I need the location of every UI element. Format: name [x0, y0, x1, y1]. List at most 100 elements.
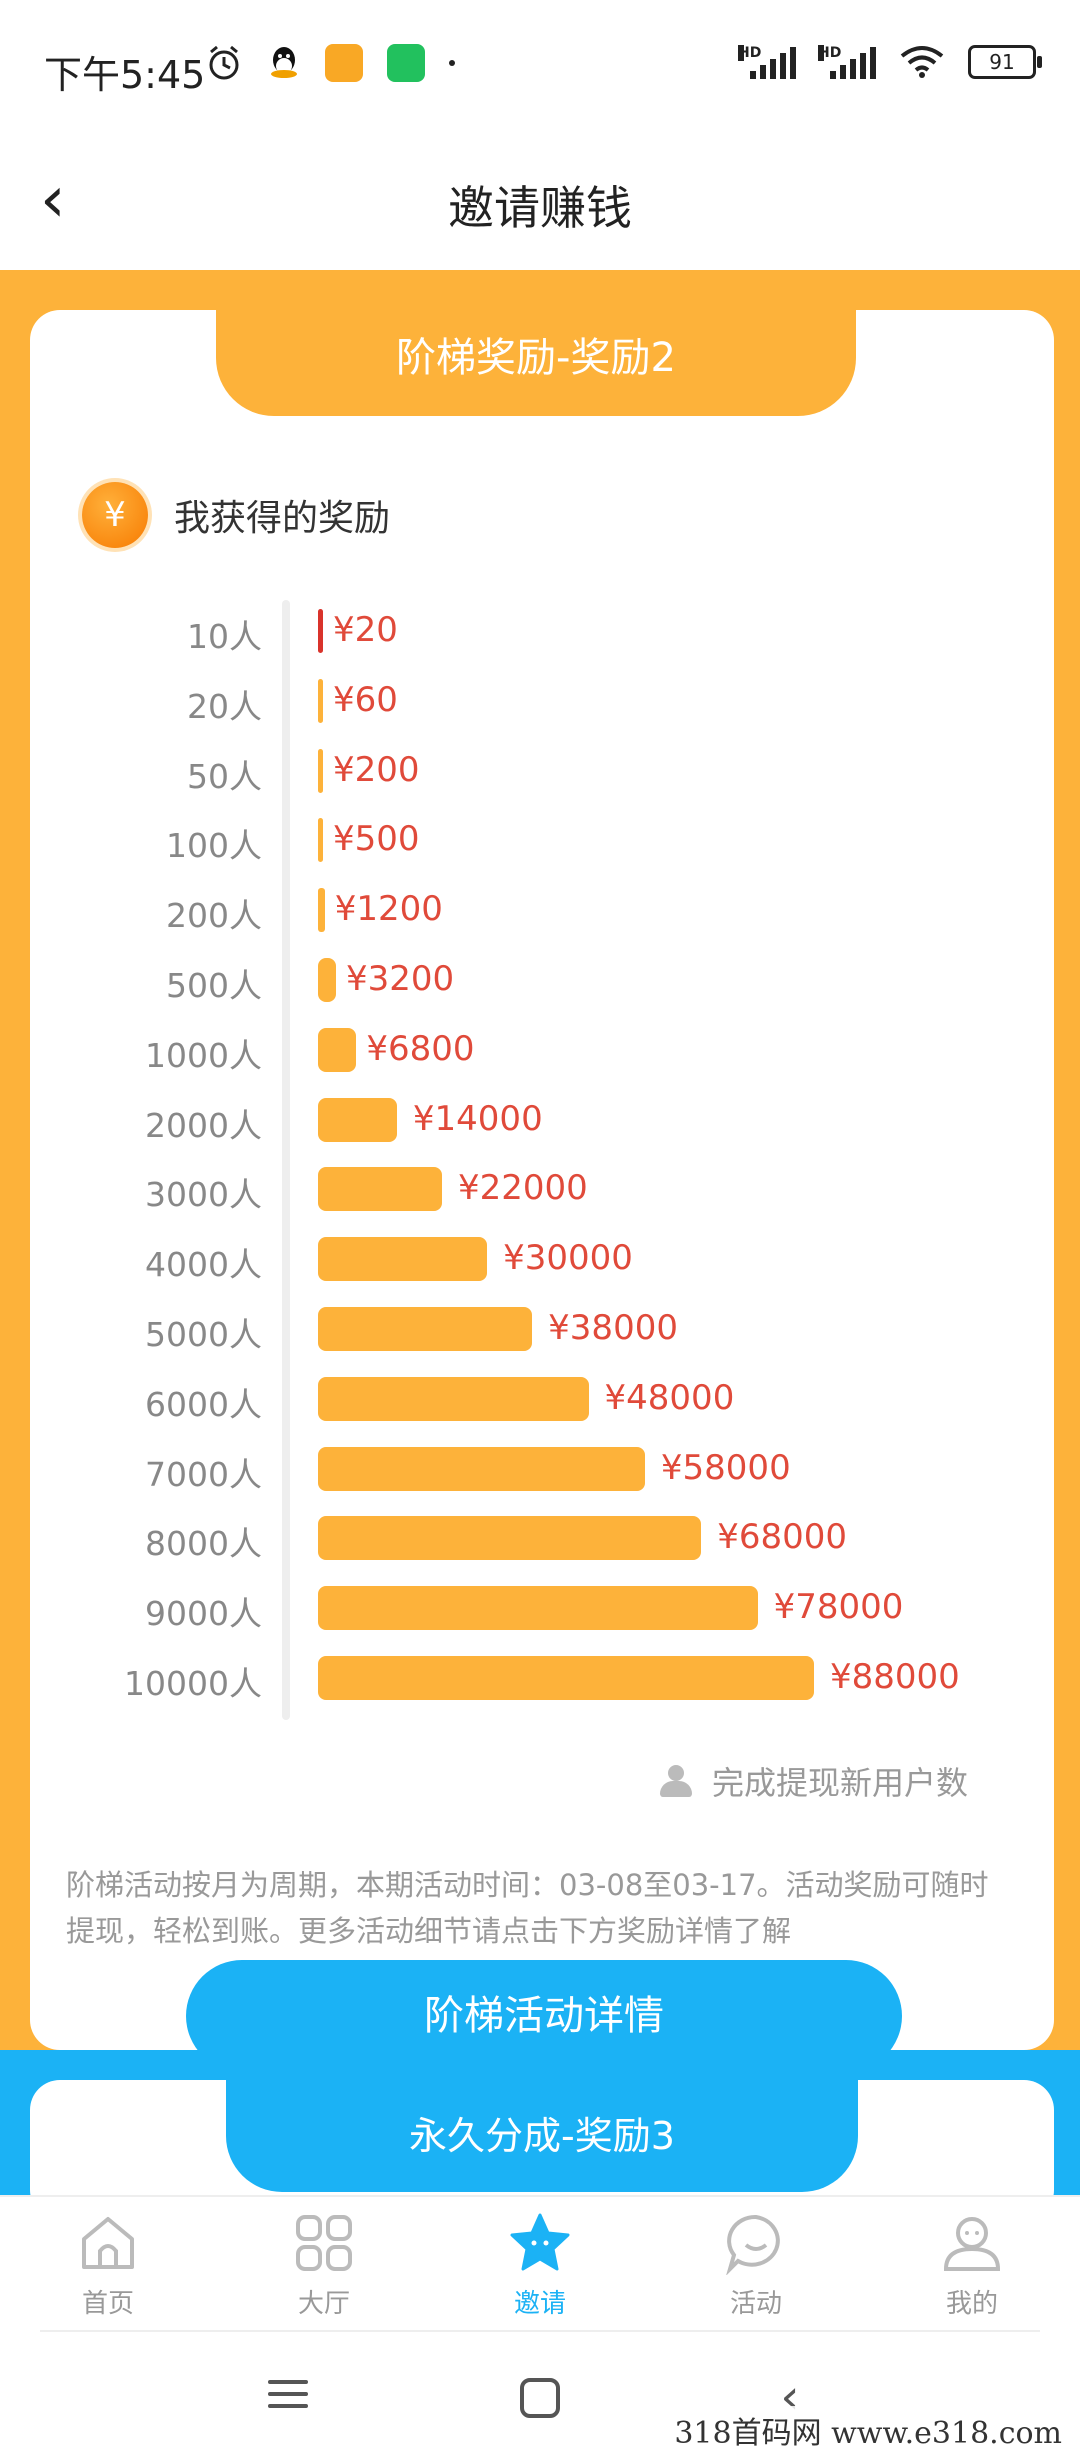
- tier-people-label: 2000人: [145, 1105, 262, 1145]
- tier-bar: [318, 958, 337, 1002]
- nav-item-activity[interactable]: 活动: [648, 2197, 864, 2332]
- wechat-icon: [387, 44, 425, 82]
- profile-icon: [943, 2217, 1001, 2271]
- tier-row: 9000人 ¥78000: [30, 1577, 1054, 1647]
- battery-icon: 91: [968, 45, 1042, 79]
- chat-bubble-icon: [726, 2214, 780, 2275]
- tier-reward-value: ¥68000: [717, 1517, 848, 1558]
- nav-divider: [40, 2330, 1040, 2332]
- yuan-coin-icon: ¥: [82, 482, 148, 548]
- tier-people-label: 5000人: [145, 1315, 262, 1354]
- tier-reward-value: ¥60: [333, 679, 398, 720]
- tier-bar: [318, 1586, 758, 1631]
- my-reward-header: ¥ 我获得的奖励: [82, 482, 390, 548]
- tier-bar: [318, 1446, 645, 1491]
- tier-people-label: 50人: [187, 756, 262, 796]
- status-system-icons: HD HD 91: [738, 44, 1042, 80]
- tier-row: 10000人 ¥88000: [30, 1647, 1054, 1717]
- nav-label-home: 首页: [81, 2289, 134, 2319]
- tier-bar: [318, 1237, 488, 1282]
- tier-people-label: 200人: [166, 896, 262, 936]
- tier-row: 20人 ¥60: [30, 670, 1054, 740]
- tier-bar: [318, 818, 323, 863]
- tier-bar: [318, 1097, 397, 1142]
- tier-people-label: 20人: [187, 686, 262, 726]
- status-notification-icons: [205, 44, 455, 82]
- tier-reward-value: ¥20: [333, 610, 398, 650]
- tier-reward-value: ¥78000: [773, 1587, 904, 1628]
- tier-row: 3000人 ¥22000: [30, 1158, 1054, 1228]
- signal-1-icon: HD: [738, 45, 796, 79]
- tier-reward-value: ¥6800: [366, 1028, 475, 1069]
- recent-apps-button[interactable]: [258, 2372, 318, 2422]
- nav-label-hall: 大厅: [297, 2289, 350, 2319]
- back-button[interactable]: ‹: [40, 163, 66, 237]
- tier-row: 4000人 ¥30000: [30, 1228, 1054, 1298]
- nav-item-invite[interactable]: 邀请: [432, 2197, 648, 2332]
- chart-legend: 完成提现新用户数: [658, 1758, 968, 1804]
- tier-reward-value: ¥48000: [604, 1377, 735, 1418]
- ladder-reward-card: 阶梯奖励-奖励2 ¥ 我获得的奖励 10人 ¥20 20人 ¥60 50人 ¥200 100…: [30, 300, 1054, 2072]
- tier-reward-value: ¥22000: [458, 1168, 588, 1209]
- tier-people-label: 10人: [187, 617, 262, 656]
- star-icon: [510, 2213, 570, 2271]
- tier-row: 1000人 ¥6800: [30, 1019, 1054, 1089]
- tier-reward-value: ¥14000: [412, 1098, 543, 1139]
- tier-reward-value: ¥200: [333, 749, 420, 790]
- permanent-share-section: 永久分成-奖励3: [0, 2050, 1080, 2220]
- nav-item-mine[interactable]: 我的: [864, 2197, 1080, 2332]
- wifi-icon: [900, 46, 944, 78]
- tier-people-label: 100人: [166, 826, 262, 866]
- tier-bar: [318, 1307, 533, 1351]
- tier-reward-value: ¥58000: [660, 1447, 791, 1488]
- tier-people-label: 500人: [166, 966, 262, 1005]
- tier-reward-value: ¥1200: [334, 889, 443, 930]
- status-time: 下午5:45: [44, 53, 206, 97]
- tier-reward-value: ¥88000: [830, 1657, 960, 1697]
- tier-people-label: 9000人: [145, 1594, 262, 1634]
- nav-label-mine: 我的: [945, 2289, 998, 2319]
- tier-row: 200人 ¥1200: [30, 879, 1054, 949]
- app-header: ‹ 邀请赚钱: [0, 130, 1080, 270]
- my-reward-title: 我获得的奖励: [174, 498, 391, 539]
- grid-icon: [296, 2215, 352, 2271]
- tier-reward-value: ¥3200: [346, 959, 455, 999]
- status-bar: 下午5:45 HD HD 91: [0, 0, 1080, 130]
- message-app-icon: [325, 44, 363, 82]
- tier-bar: [318, 1656, 814, 1700]
- tier-bar: [318, 1516, 702, 1561]
- tier-bar: [318, 1167, 442, 1212]
- system-nav-bar: ‹ 318首码网 www.e318.com: [0, 2332, 1080, 2460]
- home-button[interactable]: [510, 2372, 570, 2422]
- tier-bar: [318, 678, 323, 723]
- tier-bar: [318, 609, 323, 653]
- tier-people-label: 8000人: [145, 1524, 262, 1564]
- tier-row: 100人 ¥500: [30, 809, 1054, 879]
- nav-item-hall[interactable]: 大厅: [216, 2197, 432, 2332]
- home-square-icon: [520, 2378, 560, 2418]
- more-notifications-dot-icon: [449, 60, 455, 66]
- qq-icon: [271, 47, 297, 78]
- home-icon: [82, 2217, 134, 2269]
- tier-row: 7000人 ¥58000: [30, 1438, 1054, 1508]
- tier-bar: [318, 888, 325, 933]
- nav-label-invite: 邀请: [513, 2289, 566, 2319]
- legend-label: 完成提现新用户数: [711, 1764, 968, 1802]
- tier-people-label: 7000人: [145, 1454, 262, 1494]
- tier-row: 500人 ¥3200: [30, 949, 1054, 1019]
- watermark: 318首码网 www.e318.com: [668, 2406, 1068, 2454]
- tier-people-label: 3000人: [145, 1175, 262, 1215]
- activity-description: 阶梯活动按月为周期，本期活动时间：03-08至03-17。活动奖励可随时提现，轻…: [66, 1868, 989, 1948]
- tier-row: 10人 ¥20: [30, 600, 1054, 670]
- tier-reward-value: ¥38000: [548, 1308, 678, 1348]
- tier-people-label: 4000人: [145, 1245, 262, 1285]
- nav-item-home[interactable]: 首页: [0, 2197, 216, 2332]
- tier-reward-value: ¥30000: [503, 1238, 633, 1279]
- tier-people-label: 1000人: [145, 1035, 262, 1075]
- reward-card-banner: 阶梯奖励-奖励2: [216, 300, 856, 416]
- tier-bar: [318, 1027, 357, 1072]
- tier-row: 50人 ¥200: [30, 740, 1054, 810]
- users-icon: [658, 1765, 698, 1797]
- tier-people-label: 6000人: [145, 1384, 262, 1424]
- tier-bar: [318, 1376, 589, 1421]
